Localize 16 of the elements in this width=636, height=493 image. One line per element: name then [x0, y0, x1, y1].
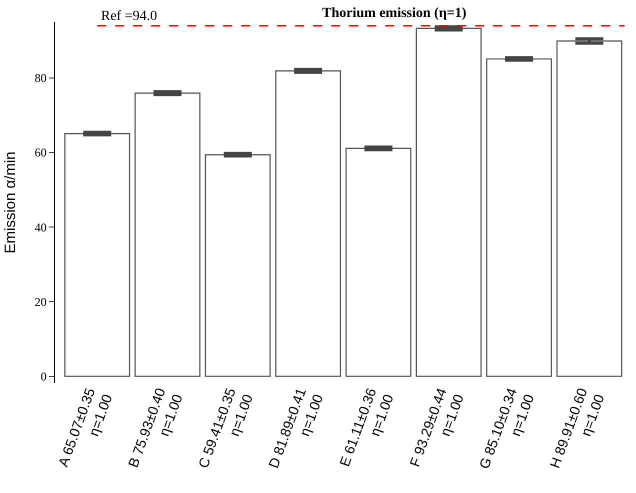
bar — [275, 70, 342, 377]
y-tick-label: 40 — [34, 220, 47, 234]
y-tick-label: 0 — [40, 369, 47, 384]
ref-line-label: Ref =94.0 — [101, 9, 158, 24]
y-tick-label: 20 — [34, 294, 47, 309]
chart-title: Thorium emission (η=1) — [322, 6, 467, 22]
bar — [64, 133, 130, 377]
bar — [345, 148, 412, 377]
bar — [416, 28, 482, 377]
y-tick-label: 60 — [34, 146, 47, 160]
y-tick-label: 80 — [34, 71, 47, 86]
bar — [134, 92, 200, 377]
bar — [204, 154, 271, 377]
bar — [486, 58, 552, 377]
bar — [556, 40, 622, 377]
y-axis-title: Emission α/min — [2, 151, 19, 254]
